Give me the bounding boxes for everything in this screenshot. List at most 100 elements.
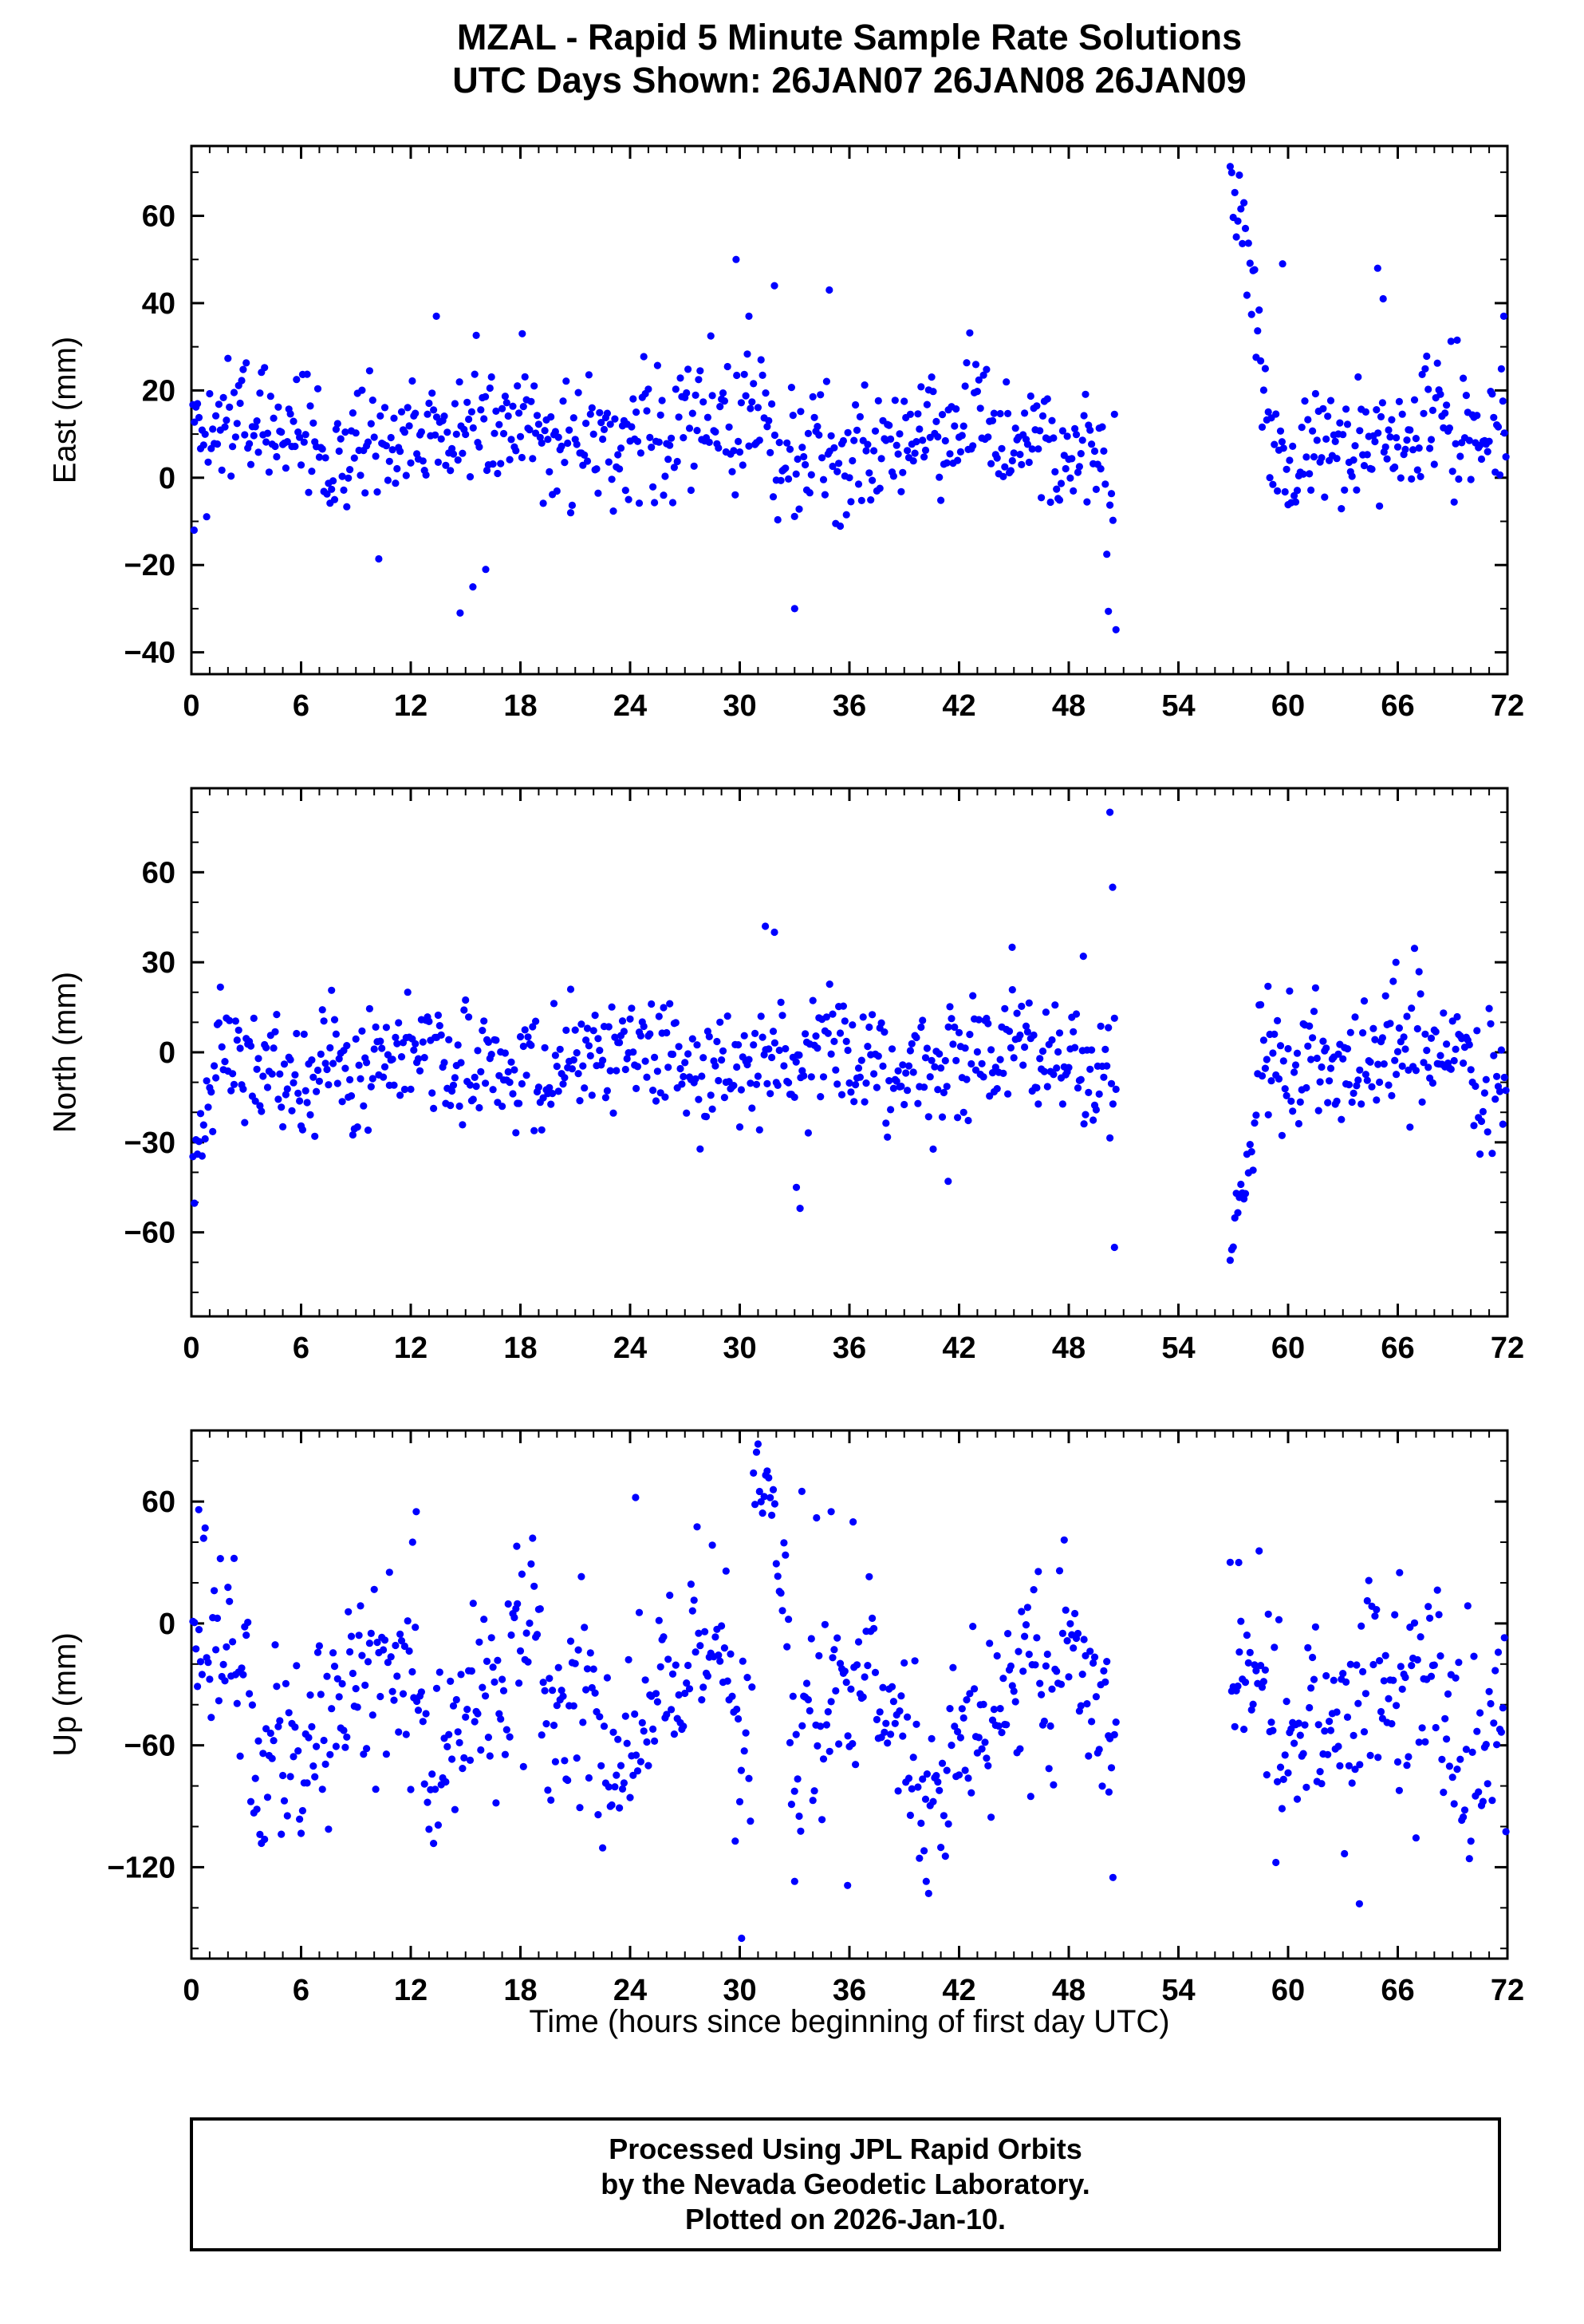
data-point bbox=[442, 1778, 450, 1786]
data-point bbox=[690, 1596, 698, 1604]
data-point bbox=[754, 1440, 762, 1448]
data-point bbox=[1430, 1661, 1438, 1669]
data-point bbox=[437, 435, 445, 443]
data-point bbox=[988, 416, 997, 424]
data-point bbox=[847, 1685, 855, 1693]
data-point bbox=[489, 460, 497, 468]
data-point bbox=[477, 1067, 485, 1075]
data-point bbox=[755, 436, 763, 444]
data-point bbox=[447, 1677, 455, 1685]
data-point bbox=[629, 1771, 637, 1779]
data-point bbox=[375, 554, 383, 563]
data-point bbox=[861, 1098, 869, 1106]
data-point bbox=[466, 1756, 475, 1764]
data-point bbox=[854, 1064, 863, 1072]
data-point bbox=[1021, 1632, 1029, 1640]
data-point bbox=[251, 423, 259, 431]
data-point bbox=[449, 1702, 458, 1710]
data-point bbox=[1493, 1072, 1501, 1080]
data-point bbox=[720, 1644, 729, 1652]
data-point bbox=[1082, 1651, 1089, 1659]
data-point bbox=[286, 1055, 294, 1063]
data-point bbox=[443, 1742, 451, 1750]
data-point bbox=[318, 445, 326, 453]
data-point bbox=[1322, 1671, 1330, 1680]
data-point bbox=[1034, 1100, 1042, 1108]
data-point bbox=[352, 1035, 360, 1043]
data-point bbox=[623, 1055, 631, 1063]
data-point bbox=[1450, 1056, 1458, 1065]
data-point bbox=[633, 437, 642, 445]
data-point bbox=[1105, 1788, 1113, 1796]
data-point bbox=[1339, 1055, 1347, 1063]
data-point bbox=[297, 461, 305, 469]
data-point bbox=[380, 1073, 388, 1081]
data-point bbox=[251, 1097, 259, 1105]
data-point bbox=[229, 1070, 237, 1078]
data-point bbox=[836, 1029, 845, 1037]
data-point bbox=[358, 1027, 366, 1035]
data-point bbox=[1322, 435, 1330, 443]
data-point bbox=[750, 1469, 758, 1477]
data-point bbox=[1379, 294, 1387, 303]
chart-title-line2: UTC Days Shown: 26JAN07 26JAN08 26JAN09 bbox=[452, 60, 1247, 101]
data-point bbox=[708, 1105, 716, 1113]
data-point bbox=[641, 1057, 649, 1065]
data-point bbox=[737, 399, 746, 407]
data-point bbox=[956, 1734, 964, 1742]
data-point bbox=[400, 428, 408, 436]
data-point bbox=[648, 1000, 656, 1008]
data-point bbox=[1331, 437, 1339, 445]
data-point bbox=[566, 985, 575, 993]
data-point bbox=[522, 1071, 530, 1079]
data-point bbox=[1266, 474, 1274, 482]
data-point bbox=[1051, 1001, 1059, 1009]
data-point bbox=[270, 1044, 278, 1052]
data-point bbox=[1326, 1718, 1334, 1726]
data-point bbox=[1398, 410, 1406, 418]
data-point bbox=[1363, 1076, 1371, 1084]
data-point bbox=[733, 1705, 741, 1714]
data-point bbox=[221, 423, 229, 431]
data-point bbox=[1019, 1061, 1027, 1069]
data-point bbox=[516, 1032, 525, 1041]
data-point bbox=[818, 1816, 826, 1824]
data-point bbox=[1040, 1717, 1048, 1726]
data-point bbox=[632, 1084, 640, 1092]
data-point bbox=[1450, 498, 1458, 506]
data-point bbox=[482, 566, 490, 574]
data-point bbox=[1252, 1111, 1260, 1119]
data-point bbox=[1338, 505, 1346, 513]
data-point bbox=[291, 442, 299, 451]
data-point bbox=[715, 1651, 723, 1659]
data-point bbox=[594, 489, 602, 497]
x-tick-label: 24 bbox=[613, 1332, 647, 1365]
data-point bbox=[1393, 1048, 1402, 1055]
data-point bbox=[695, 1095, 703, 1103]
data-point bbox=[574, 1646, 582, 1654]
data-point bbox=[455, 1102, 463, 1111]
data-point bbox=[699, 398, 707, 406]
data-point bbox=[231, 433, 239, 441]
data-point bbox=[955, 1771, 963, 1779]
y-tick-label: 0 bbox=[159, 1036, 175, 1070]
data-point bbox=[1106, 808, 1114, 816]
data-point bbox=[325, 1081, 333, 1089]
data-point bbox=[1050, 434, 1058, 442]
data-point bbox=[1309, 427, 1317, 435]
data-point bbox=[1023, 1604, 1031, 1612]
data-point bbox=[971, 1685, 979, 1693]
data-point bbox=[617, 1762, 625, 1770]
data-point bbox=[573, 1049, 581, 1057]
data-point bbox=[837, 1091, 846, 1099]
data-point bbox=[1243, 291, 1251, 299]
data-point bbox=[1460, 1806, 1469, 1814]
data-point bbox=[1393, 1071, 1401, 1079]
data-point bbox=[732, 255, 740, 263]
data-point bbox=[995, 1722, 1003, 1730]
data-point bbox=[495, 420, 503, 428]
data-point bbox=[408, 377, 416, 385]
data-point bbox=[353, 1703, 361, 1711]
data-point bbox=[1038, 1691, 1046, 1699]
data-point bbox=[1366, 1751, 1374, 1759]
